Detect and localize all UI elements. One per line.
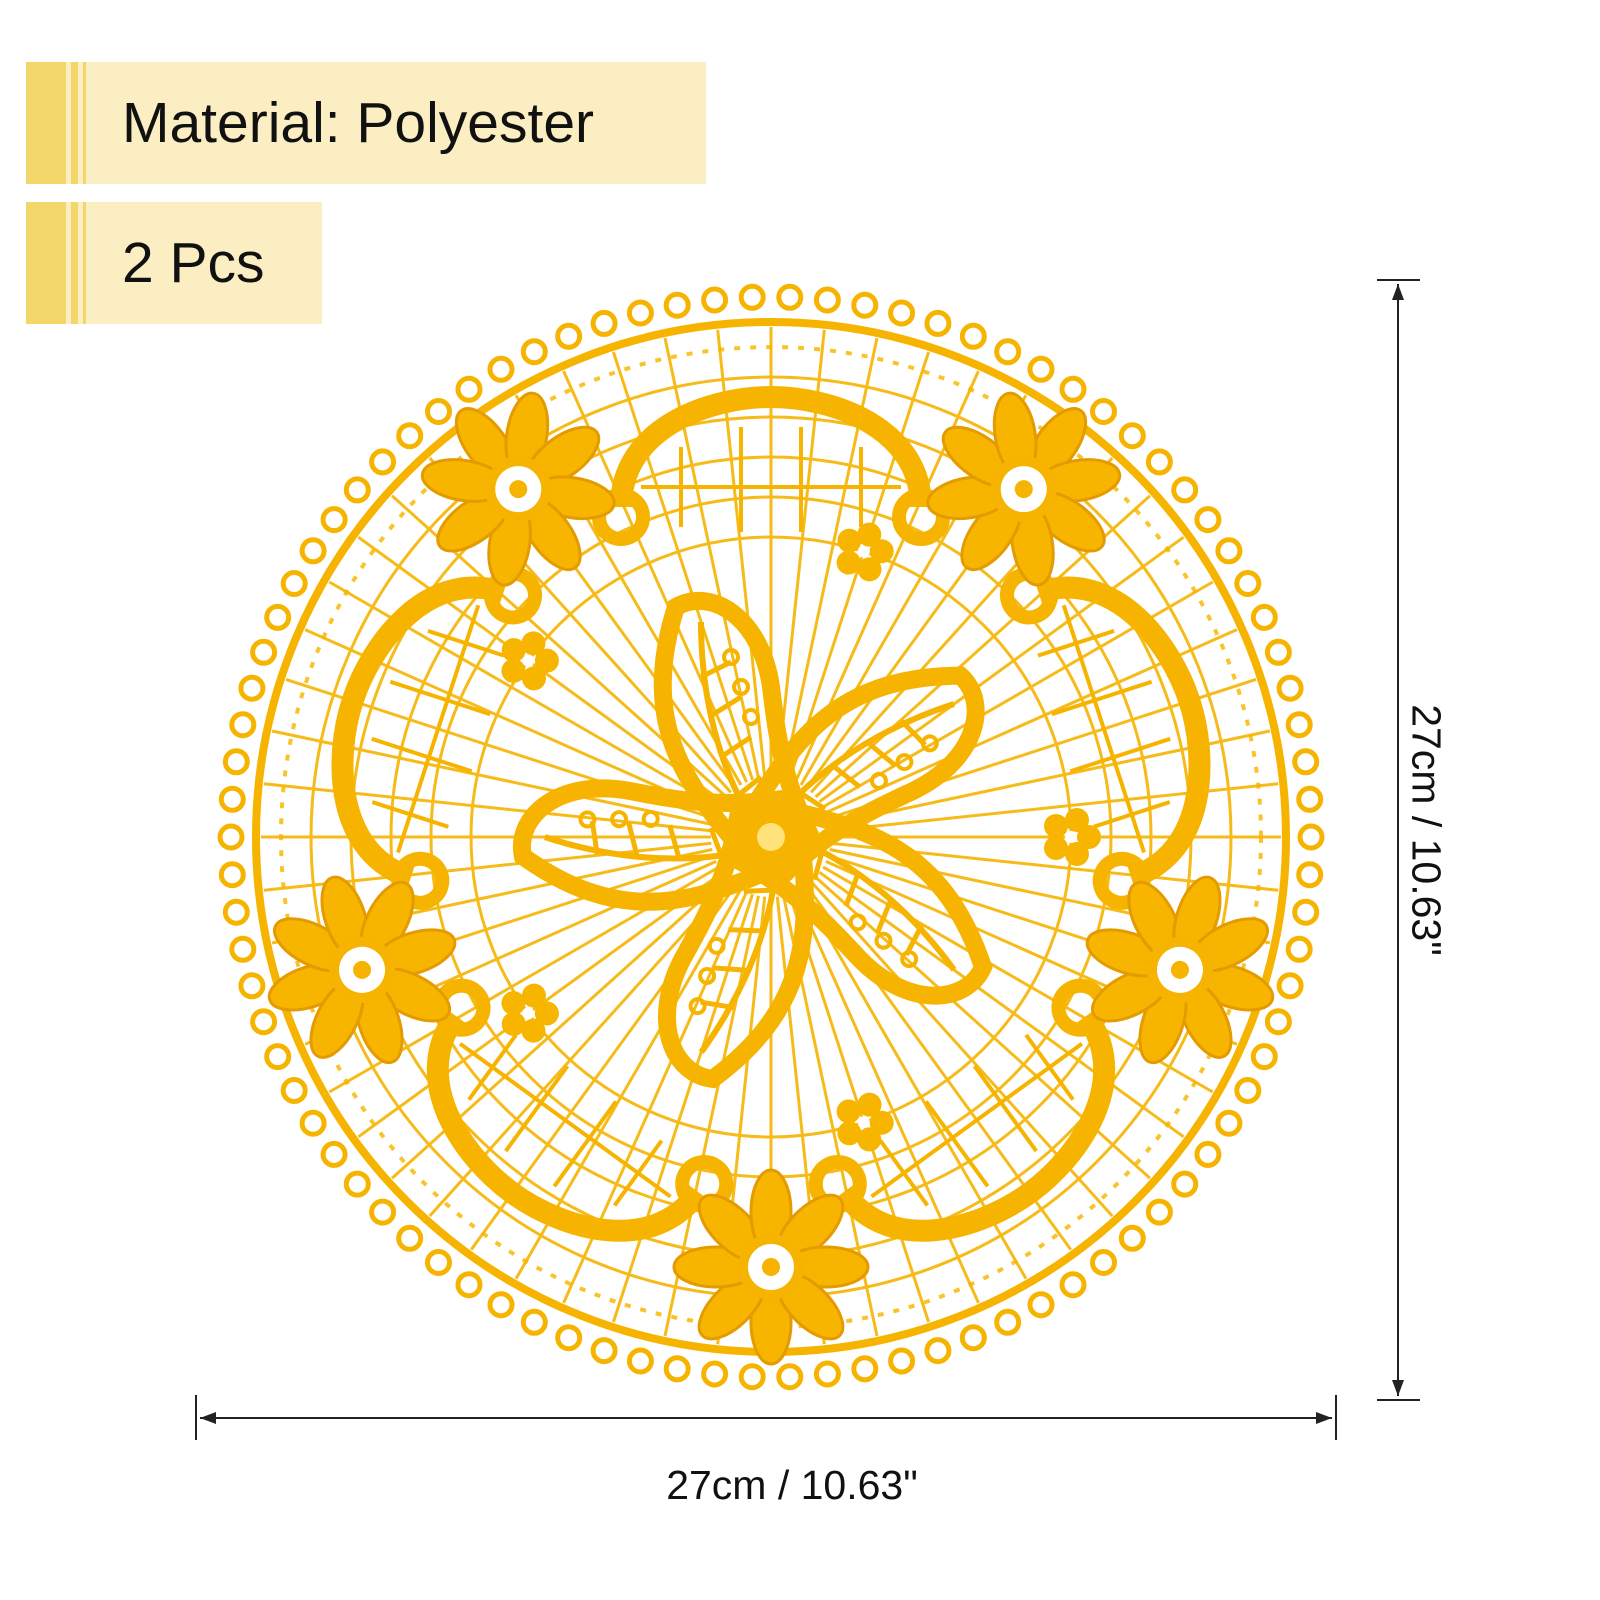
width-dimension-text: 27cm / 10.63" [666, 1462, 918, 1508]
lace-doily-image [217, 283, 1325, 1391]
quantity-text: 2 Pcs [122, 231, 265, 295]
material-text: Material: Polyester [122, 91, 595, 155]
quantity-label: 2 Pcs [26, 202, 322, 324]
material-label: Material: Polyester [26, 62, 706, 184]
height-dimension-text: 27cm / 10.63" [1403, 704, 1450, 956]
width-dimension-label: 27cm / 10.63" [0, 1462, 1584, 1509]
